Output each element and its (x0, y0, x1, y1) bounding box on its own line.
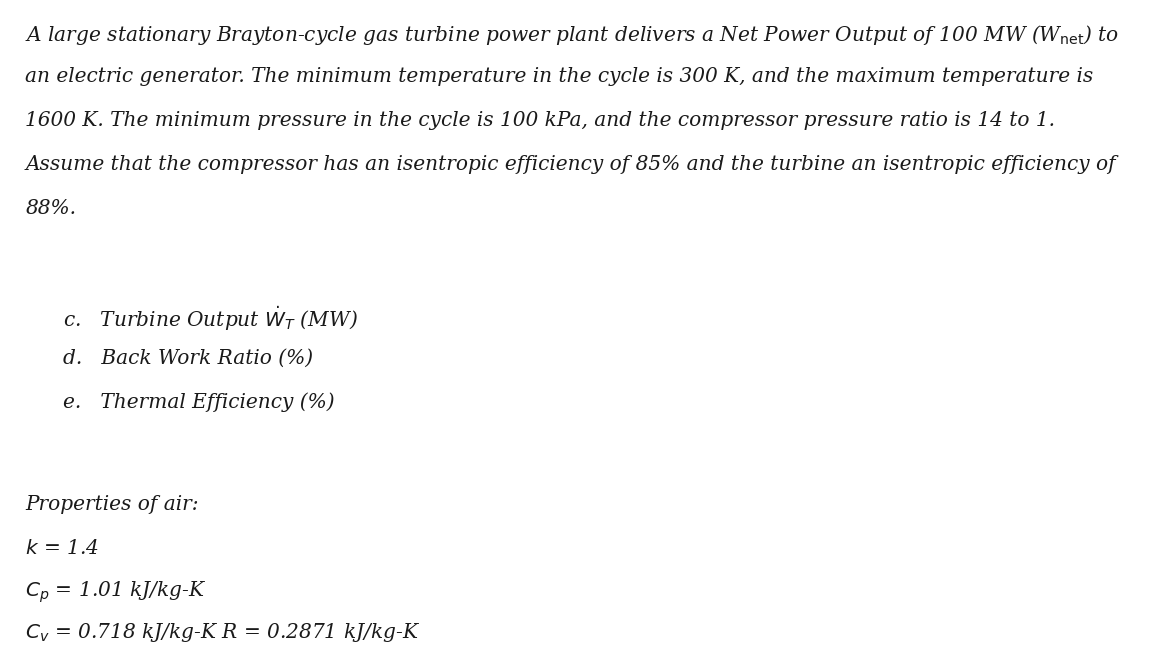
Text: an electric generator. The minimum temperature in the cycle is 300 K, and the ma: an electric generator. The minimum tempe… (25, 67, 1093, 86)
Text: 1600 K. The minimum pressure in the cycle is 100 kPa, and the compressor pressur: 1600 K. The minimum pressure in the cycl… (25, 111, 1055, 130)
Text: e.   Thermal Efficiency (%): e. Thermal Efficiency (%) (63, 393, 335, 412)
Text: $k$ = 1.4: $k$ = 1.4 (25, 539, 99, 558)
Text: Assume that the compressor has an isentropic efficiency of 85% and the turbine a: Assume that the compressor has an isentr… (25, 155, 1116, 174)
Text: $C_v$ = 0.718 kJ/kg-K R = 0.2871 kJ/kg-K: $C_v$ = 0.718 kJ/kg-K R = 0.2871 kJ/kg-K (25, 621, 420, 643)
Text: d.   Back Work Ratio (%): d. Back Work Ratio (%) (63, 349, 313, 367)
Text: c.   Turbine Output $\dot{W}_T$ (MW): c. Turbine Output $\dot{W}_T$ (MW) (63, 305, 358, 333)
Text: Properties of air:: Properties of air: (25, 495, 199, 514)
Text: 88%.: 88%. (25, 199, 76, 218)
Text: A large stationary Brayton-cycle gas turbine power plant delivers a Net Power Ou: A large stationary Brayton-cycle gas tur… (25, 23, 1120, 47)
Text: $C_p$ = 1.01 kJ/kg-K: $C_p$ = 1.01 kJ/kg-K (25, 580, 206, 605)
